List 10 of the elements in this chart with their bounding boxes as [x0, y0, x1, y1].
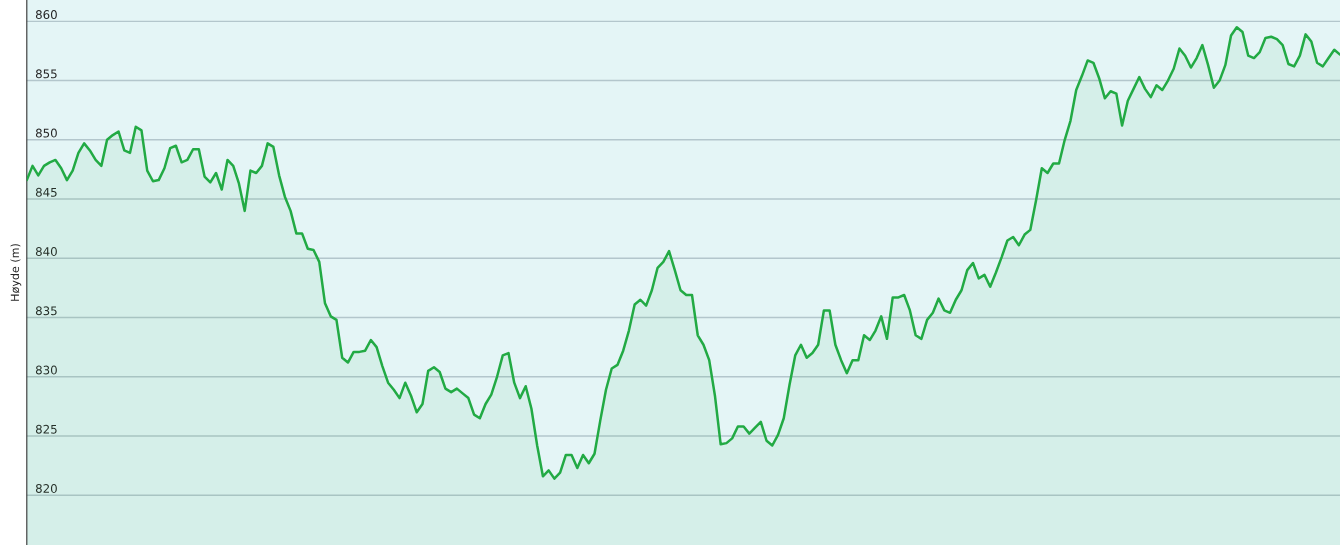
y-tick-label: 845	[35, 187, 57, 197]
y-tick-label: 835	[35, 306, 57, 316]
y-tick-label: 840	[35, 247, 57, 256]
y-tick-label: 860	[35, 10, 57, 20]
y-axis-title: Høyde (m)	[10, 244, 22, 301]
y-tick-label: 825	[35, 424, 57, 434]
y-tick-label: 830	[35, 365, 57, 375]
y-tick-label: 855	[35, 69, 57, 79]
y-tick-label: 850	[35, 128, 57, 138]
y-tick-label: 820	[35, 484, 57, 493]
